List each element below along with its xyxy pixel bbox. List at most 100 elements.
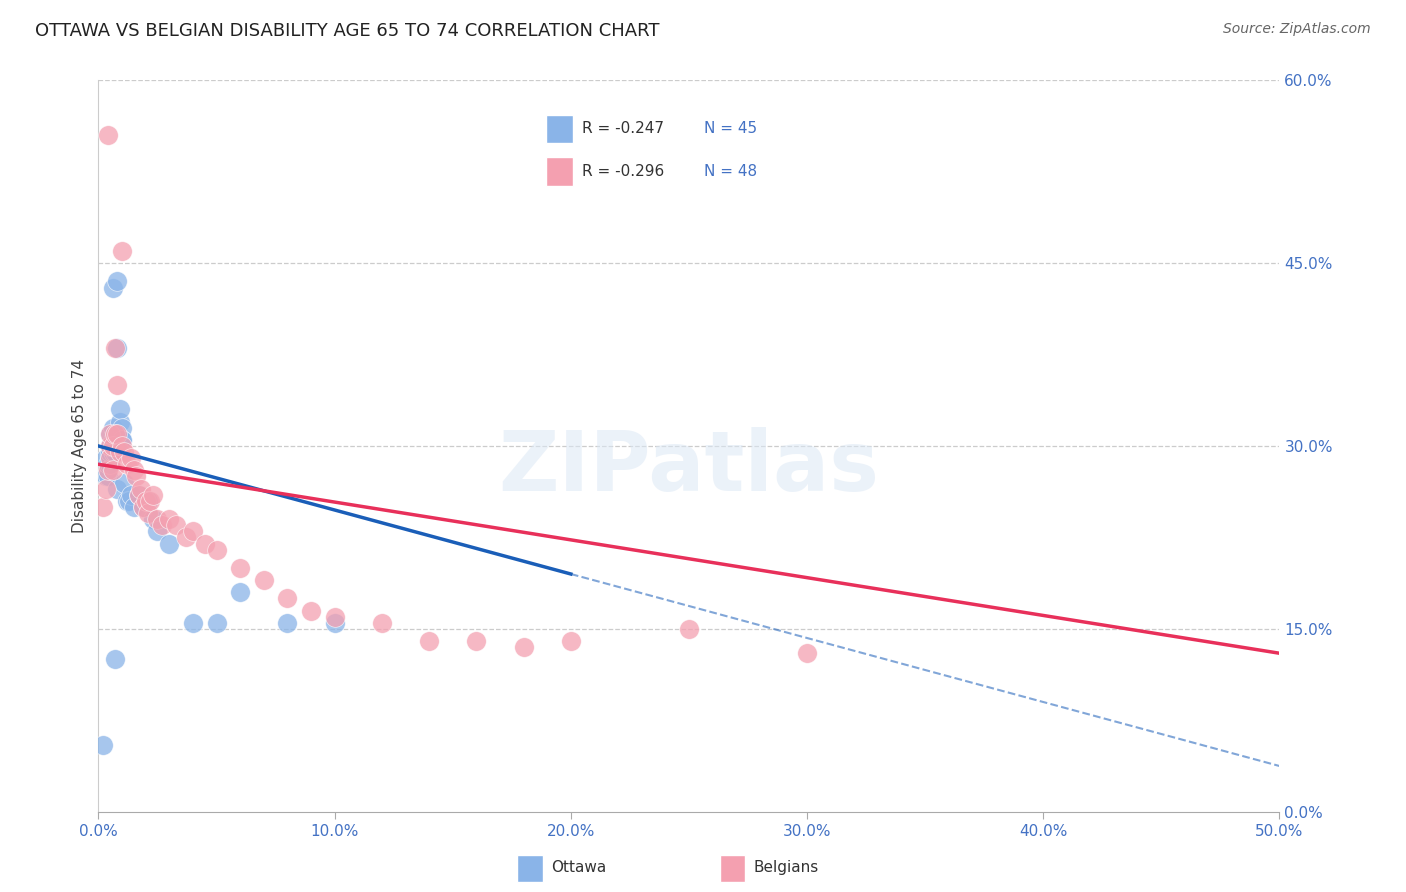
Point: [229, 561, 252, 575]
Point: [98, 445, 121, 459]
Point: [111, 244, 134, 258]
Point: [111, 439, 134, 453]
Point: [253, 573, 276, 587]
Point: [97, 469, 120, 483]
Text: R = -0.296: R = -0.296: [582, 164, 664, 179]
Point: [108, 445, 131, 459]
Point: [276, 615, 298, 630]
Point: [194, 536, 217, 550]
Point: [129, 482, 152, 496]
Point: [135, 494, 157, 508]
Bar: [547, 157, 574, 186]
Point: [229, 585, 252, 599]
Point: [146, 524, 169, 539]
Point: [121, 451, 143, 466]
Point: [108, 415, 131, 429]
Point: [181, 615, 204, 630]
Point: [115, 458, 138, 472]
Point: [104, 652, 127, 666]
Point: [105, 275, 128, 289]
Point: [101, 421, 124, 435]
Point: [136, 494, 159, 508]
Point: [94, 482, 117, 496]
Point: [97, 458, 120, 472]
Point: [560, 634, 582, 648]
Point: [94, 469, 117, 483]
Y-axis label: Disability Age 65 to 74: Disability Age 65 to 74: [72, 359, 87, 533]
Point: [139, 494, 162, 508]
Point: [465, 634, 488, 648]
Point: [142, 488, 165, 502]
Point: [98, 426, 121, 441]
Point: [111, 421, 134, 435]
Point: [104, 426, 127, 441]
Point: [418, 634, 440, 648]
Point: [101, 439, 124, 453]
Bar: [720, 855, 745, 881]
Point: [136, 506, 159, 520]
Point: [299, 603, 322, 617]
Point: [146, 512, 169, 526]
Point: [98, 451, 121, 466]
Point: [101, 433, 124, 447]
Point: [104, 439, 127, 453]
Point: [115, 494, 138, 508]
Point: [122, 500, 145, 514]
Point: [678, 622, 700, 636]
Point: [97, 463, 120, 477]
Point: [796, 646, 818, 660]
Point: [112, 475, 135, 490]
Point: [97, 128, 120, 143]
Point: [105, 342, 128, 356]
Point: [276, 591, 298, 606]
Text: ZIPatlas: ZIPatlas: [499, 427, 879, 508]
Point: [104, 445, 127, 459]
Point: [118, 494, 141, 508]
Text: N = 48: N = 48: [704, 164, 756, 179]
Point: [104, 439, 127, 453]
Point: [105, 482, 128, 496]
Point: [128, 488, 150, 502]
Point: [105, 378, 128, 392]
Point: [132, 500, 155, 514]
Point: [132, 500, 155, 514]
Point: [101, 280, 124, 294]
Point: [111, 433, 134, 447]
Point: [165, 518, 187, 533]
Point: [142, 512, 165, 526]
Text: N = 45: N = 45: [704, 121, 756, 136]
Text: Ottawa: Ottawa: [551, 860, 606, 875]
Point: [98, 451, 121, 466]
Bar: [547, 114, 574, 143]
Text: R = -0.247: R = -0.247: [582, 121, 664, 136]
Point: [122, 463, 145, 477]
Point: [157, 536, 180, 550]
Point: [108, 402, 131, 417]
Point: [323, 615, 346, 630]
Point: [125, 469, 148, 483]
Point: [512, 640, 534, 655]
Text: Source: ZipAtlas.com: Source: ZipAtlas.com: [1223, 22, 1371, 37]
Point: [121, 488, 143, 502]
Point: [104, 342, 127, 356]
Point: [150, 518, 173, 533]
Point: [128, 488, 150, 502]
Point: [98, 439, 121, 453]
Point: [101, 439, 124, 453]
Point: [91, 500, 114, 514]
Point: [174, 530, 197, 544]
Point: [101, 445, 124, 459]
Point: [371, 615, 394, 630]
Point: [323, 609, 346, 624]
Point: [205, 542, 228, 557]
Point: [104, 426, 127, 441]
Point: [91, 738, 114, 752]
Point: [157, 512, 180, 526]
Text: OTTAWA VS BELGIAN DISABILITY AGE 65 TO 74 CORRELATION CHART: OTTAWA VS BELGIAN DISABILITY AGE 65 TO 7…: [35, 22, 659, 40]
Point: [205, 615, 228, 630]
Text: Belgians: Belgians: [754, 860, 818, 875]
Point: [98, 426, 121, 441]
Point: [111, 433, 134, 447]
Point: [101, 439, 124, 453]
Point: [94, 451, 117, 466]
